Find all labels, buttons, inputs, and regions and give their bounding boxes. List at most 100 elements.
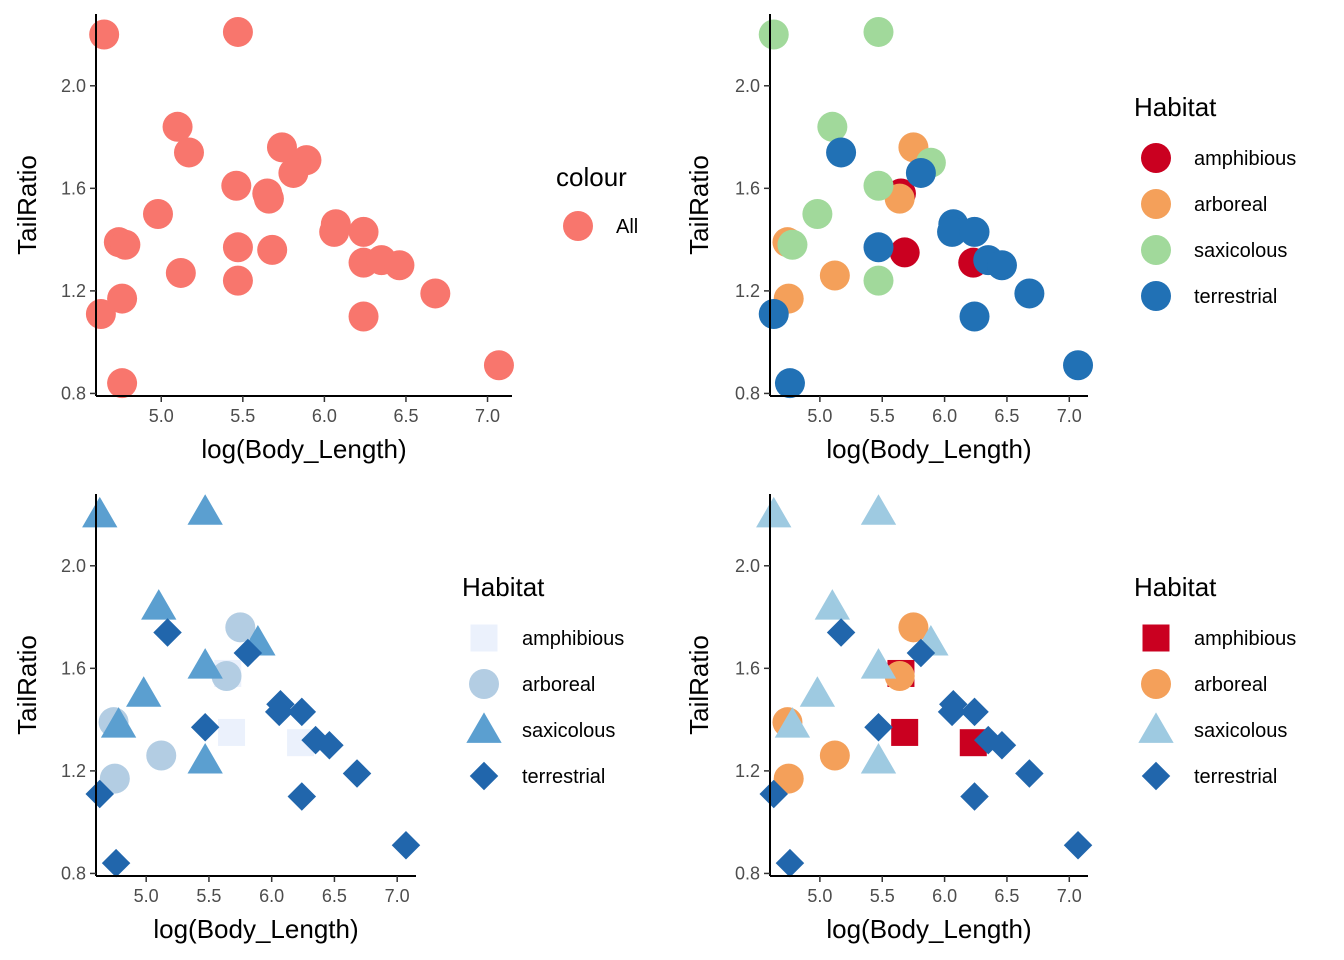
panel-3: 5.0 5.5 6.0 6.5 7.0 0.8 1.2 1.6 2.0 log(Body_Leng… (12, 494, 624, 944)
data-point-terrestrial (863, 232, 894, 263)
points-layer (756, 494, 1093, 878)
legend-key-arboreal (1141, 669, 1171, 699)
data-point-saxicolous (860, 648, 897, 679)
x-axis-title: log(Body_Length) (826, 434, 1031, 464)
legend-label: amphibious (522, 628, 624, 650)
data-point-saxicolous (863, 170, 894, 201)
data-point-amphibious (889, 237, 920, 268)
legend-key-amphibious (1142, 624, 1170, 652)
data-point-terrestrial (960, 782, 989, 811)
x-tick-label: 6.0 (932, 886, 957, 906)
data-point-terrestrial (101, 848, 131, 878)
data-point-All (222, 232, 253, 263)
data-point-saxicolous (126, 676, 162, 707)
legend-label: arboreal (1194, 674, 1267, 696)
data-point-saxicolous (187, 648, 223, 679)
data-point-terrestrial (937, 216, 968, 247)
x-tick-label: 5.5 (870, 406, 895, 426)
y-tick-label: 1.2 (735, 761, 760, 781)
data-point-terrestrial (1063, 830, 1093, 860)
y-tick-label: 0.8 (735, 383, 760, 403)
data-point-terrestrial (233, 638, 263, 668)
y-tick-label: 1.2 (61, 761, 86, 781)
data-point-terrestrial (391, 830, 421, 860)
data-point-arboreal (819, 740, 850, 771)
data-point-amphibious (891, 718, 919, 746)
data-point-terrestrial (986, 250, 1017, 281)
x-tick-label: 5.5 (196, 886, 221, 906)
data-point-terrestrial (758, 298, 789, 329)
legend-label: amphibious (1194, 148, 1296, 170)
data-point-terrestrial (959, 216, 990, 247)
x-tick-label: 6.0 (312, 406, 337, 426)
y-axis-title: TailRatio (12, 155, 42, 255)
legend-key-terrestrial (1141, 281, 1171, 311)
data-point-All (257, 234, 288, 265)
x-axis-title: log(Body_Length) (153, 914, 358, 944)
data-point-terrestrial (1014, 278, 1045, 309)
x-axis-title: log(Body_Length) (826, 914, 1031, 944)
data-point-All (173, 137, 204, 168)
x-tick-label: 5.0 (149, 406, 174, 426)
data-point-arboreal (211, 661, 242, 692)
x-tick-label: 5.5 (870, 886, 895, 906)
data-point-saxicolous (799, 676, 836, 707)
legend: colour All (556, 162, 638, 241)
data-point-terrestrial (1015, 759, 1044, 788)
data-point-saxicolous (187, 494, 223, 525)
legend-title: colour (556, 162, 627, 192)
data-point-saxicolous (774, 707, 811, 738)
legend-label: saxicolous (522, 720, 615, 742)
points-layer (82, 494, 421, 878)
legend-title: Habitat (462, 572, 545, 602)
y-axis-title: TailRatio (684, 635, 714, 735)
data-point-arboreal (99, 763, 130, 794)
x-tick-label: 5.0 (807, 886, 832, 906)
data-point-terrestrial (85, 779, 115, 809)
legend-key-amphibious (1141, 143, 1171, 173)
legend-label: terrestrial (1194, 286, 1277, 308)
data-point-All (162, 111, 193, 142)
x-tick-label: 7.0 (1057, 886, 1082, 906)
data-point-terrestrial (937, 697, 967, 727)
legend-label: amphibious (1194, 628, 1296, 650)
legend-label: arboreal (1194, 194, 1267, 216)
legend-key-terrestrial (1141, 761, 1171, 791)
legend-key-arboreal (469, 669, 499, 699)
x-tick-label: 7.0 (475, 406, 500, 426)
data-point-arboreal (146, 740, 177, 771)
legend-key-amphibious (470, 624, 498, 652)
data-point-terrestrial (315, 730, 344, 760)
data-point-terrestrial (864, 713, 893, 742)
legend: Habitat amphibious arboreal saxicolous terre… (462, 572, 624, 791)
data-point-terrestrial (959, 301, 990, 332)
data-point-saxicolous (817, 111, 848, 142)
data-point-terrestrial (987, 730, 1017, 760)
data-point-All (85, 298, 116, 329)
data-point-terrestrial (153, 618, 182, 647)
data-point-All (222, 265, 253, 296)
panel-1: 5.0 5.5 6.0 6.5 7.0 0.8 1.2 1.6 2.0 log(Body_Leng… (12, 14, 638, 464)
data-point-arboreal (898, 612, 929, 643)
legend-title: Habitat (1134, 572, 1217, 602)
data-point-All (253, 183, 284, 214)
legend-key-All (563, 211, 593, 241)
y-tick-label: 0.8 (735, 863, 760, 883)
legend-key-saxicolous (1138, 712, 1174, 743)
data-point-amphibious (218, 718, 246, 746)
x-tick-label: 7.0 (1057, 406, 1082, 426)
x-tick-label: 5.0 (807, 406, 832, 426)
panel-2: 5.0 5.5 6.0 6.5 7.0 0.8 1.2 1.6 2.0 log(Body_Leng… (684, 14, 1296, 464)
data-point-terrestrial (287, 697, 317, 727)
y-tick-label: 1.6 (735, 178, 760, 198)
legend: Habitat amphibious arboreal saxicolous terre… (1134, 92, 1296, 311)
data-point-All (266, 132, 297, 163)
data-point-All (384, 250, 415, 281)
data-point-saxicolous (863, 16, 894, 47)
data-point-saxicolous (860, 494, 897, 525)
y-tick-label: 1.2 (61, 281, 86, 301)
y-tick-label: 0.8 (61, 863, 86, 883)
x-tick-label: 7.0 (385, 886, 410, 906)
y-tick-label: 0.8 (61, 383, 86, 403)
data-point-All (420, 278, 451, 309)
